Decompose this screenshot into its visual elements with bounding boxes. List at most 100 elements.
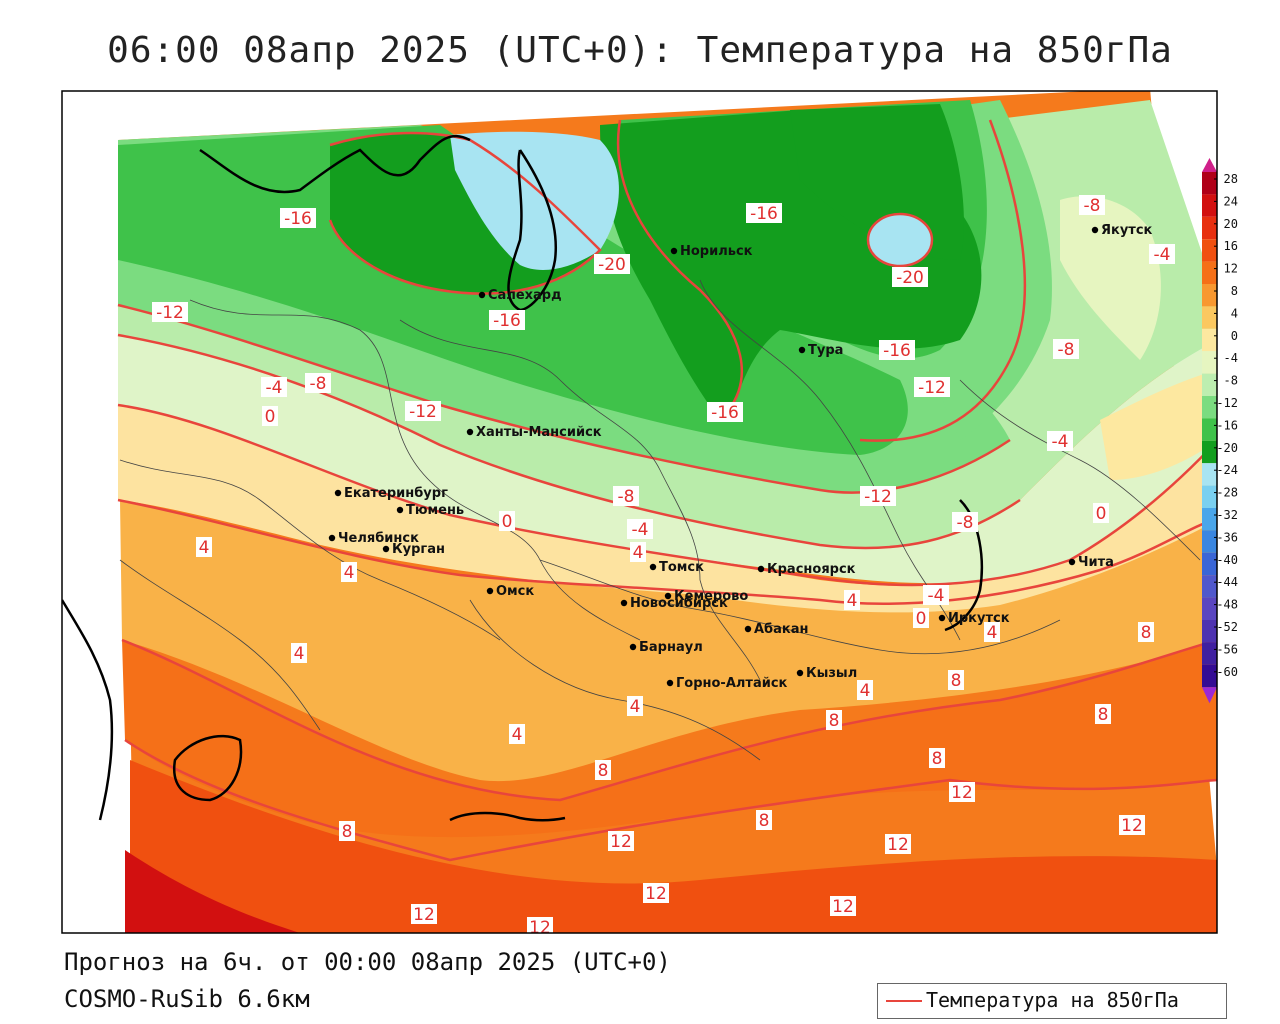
city-dot [486, 587, 494, 595]
isotherm-label: 0 [916, 609, 927, 629]
city-dot [328, 534, 336, 542]
isotherm-label: 4 [630, 697, 641, 717]
isotherm-label: -8 [1084, 196, 1101, 216]
isotherm-label: -4 [1052, 432, 1069, 452]
city-label: Красноярск [767, 562, 856, 577]
colorbar-tick-label: -28 [1216, 486, 1238, 500]
colorbar-segment [1202, 485, 1217, 508]
city-label: Якутск [1101, 223, 1153, 238]
colorbar-tick-label: -52 [1216, 620, 1238, 634]
isotherm-label: -16 [493, 311, 521, 331]
city-label: Тюмень [406, 503, 464, 518]
colorbar-tick-label: 0 [1231, 329, 1238, 343]
isotherm-label-bg [879, 340, 915, 360]
isotherm-label-bg [595, 760, 611, 780]
colorbar-tick-label: 24 [1224, 194, 1238, 208]
colorbar-segment [1202, 418, 1217, 441]
isotherm-label: -16 [750, 204, 778, 224]
city-label: Омск [496, 584, 534, 599]
colorbar-segment [1202, 284, 1217, 307]
isotherm-label-bg [1119, 815, 1145, 835]
colorbar-tick-label: -60 [1216, 665, 1238, 679]
colorbar-tick-label: -56 [1216, 642, 1238, 656]
isotherm-label: 4 [987, 623, 998, 643]
isotherm-label-bg [411, 904, 437, 924]
isotherm-label-bg [1047, 431, 1073, 451]
isotherm-label: 4 [294, 644, 305, 664]
isotherm-label-bg [707, 402, 743, 422]
colorbar-segment [1202, 597, 1217, 620]
colorbar-segment [1202, 194, 1217, 217]
colorbar-tick-label: -48 [1216, 598, 1238, 612]
isotherm-label: 0 [1096, 504, 1107, 524]
city-dot [396, 506, 404, 514]
isotherm-label-bg [630, 542, 646, 562]
isotherm-label: 8 [951, 671, 962, 691]
city-label: Иркутск [948, 611, 1010, 626]
city-dot [666, 679, 674, 687]
colorbar-segment [1202, 373, 1217, 396]
colorbar-segment [1202, 216, 1217, 240]
city-dot [629, 643, 637, 651]
isotherm-label: -16 [711, 403, 739, 423]
colorbar-tick-label: 8 [1231, 284, 1238, 298]
colorbar-tick-label: -12 [1216, 396, 1238, 410]
isotherm-label: 8 [1098, 705, 1109, 725]
city-dot [1091, 226, 1099, 234]
colorbar-tick-label: 20 [1224, 217, 1238, 231]
isotherm-label-bg [489, 310, 525, 330]
isotherm-label-bg [892, 267, 928, 287]
isotherm-label-bg [1138, 622, 1154, 642]
isotherm-label: -20 [598, 255, 626, 275]
isotherm-label-bg [152, 302, 188, 322]
isotherm-labels: -16 -16 -8 -4 -20 -20 -12 -16 -16 -8 -4 -8 -12 0 -12 -1… [152, 195, 1175, 938]
city-label: Салехард [488, 288, 562, 303]
isotherm-label-bg [923, 585, 949, 605]
isotherm-label-bg [509, 724, 525, 744]
legend-label: Температура на 850гПа [926, 988, 1179, 1012]
city-label: Томск [659, 560, 704, 575]
isotherm-label: 8 [342, 822, 353, 842]
colorbar-segment [1202, 328, 1217, 352]
isotherm-label-bg [262, 406, 278, 426]
isotherm-label-bg [826, 710, 842, 730]
isotherm-label: -12 [156, 303, 184, 323]
coastlines [62, 134, 984, 822]
map-title: 06:00 08апр 2025 (UTC+0): Температура на… [107, 30, 1173, 71]
isotherm-label-bg [949, 782, 975, 802]
city-dot [649, 563, 657, 571]
isotherm-label: 8 [759, 811, 770, 831]
isotherm-label: 4 [847, 591, 858, 611]
isotherm-label-bg [913, 608, 929, 628]
isotherm-label: 12 [951, 783, 973, 803]
legend-line-swatch [886, 1000, 922, 1002]
isotherm-label-bg [746, 203, 782, 223]
city-dot [798, 346, 806, 354]
isotherm-label-bg [914, 377, 950, 397]
isotherm-label-bg [984, 622, 1000, 642]
city-dot [466, 428, 474, 436]
region-borders [119, 279, 1201, 761]
isotherm-lines [117, 119, 1217, 862]
isotherm-label-bg [613, 486, 639, 506]
city-dot [670, 247, 678, 255]
isotherm-label: 8 [932, 749, 943, 769]
isotherm-label-bg [643, 883, 669, 903]
isotherm-label: 4 [199, 538, 210, 558]
isotherm-label-bg [756, 810, 772, 830]
isotherm-label-bg [291, 643, 307, 663]
isotherm-label: -12 [918, 378, 946, 398]
colorbar-segment [1202, 664, 1217, 688]
isotherm-label: -12 [864, 487, 892, 507]
isotherm-label: -4 [632, 520, 649, 540]
isotherm-label: -4 [1154, 245, 1171, 265]
city-dot [938, 614, 946, 622]
model-name: COSMO-RuSib 6.6км [64, 985, 310, 1013]
isotherm-label: -8 [957, 513, 974, 533]
isotherm-label-bg [627, 696, 643, 716]
isotherm-label-bg [339, 821, 355, 841]
isotherm-label-bg [305, 373, 331, 393]
isotherm-label: 12 [645, 884, 667, 904]
isotherm-label-bg [948, 670, 964, 690]
city-dot [1068, 558, 1076, 566]
